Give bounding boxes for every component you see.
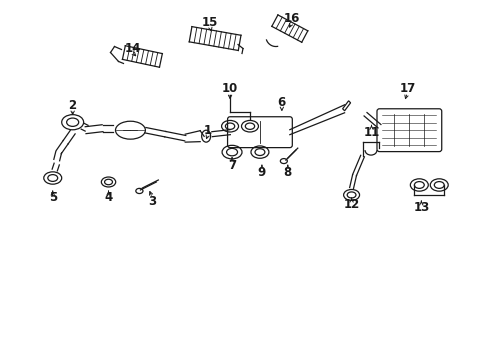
Text: 17: 17: [398, 82, 415, 95]
Text: 16: 16: [283, 12, 300, 25]
Text: 1: 1: [203, 124, 212, 137]
Text: 4: 4: [104, 192, 112, 204]
Text: 8: 8: [283, 166, 291, 179]
Text: 14: 14: [124, 42, 141, 55]
Text: 5: 5: [48, 192, 57, 204]
Text: 10: 10: [222, 82, 238, 95]
Text: 9: 9: [257, 166, 265, 179]
Text: 6: 6: [277, 96, 285, 109]
Text: 13: 13: [412, 201, 428, 215]
Text: 15: 15: [202, 16, 218, 29]
Text: 11: 11: [363, 126, 379, 139]
Text: 7: 7: [227, 158, 236, 172]
Text: 3: 3: [148, 195, 156, 208]
Text: 2: 2: [68, 99, 77, 112]
Text: 12: 12: [343, 198, 359, 211]
